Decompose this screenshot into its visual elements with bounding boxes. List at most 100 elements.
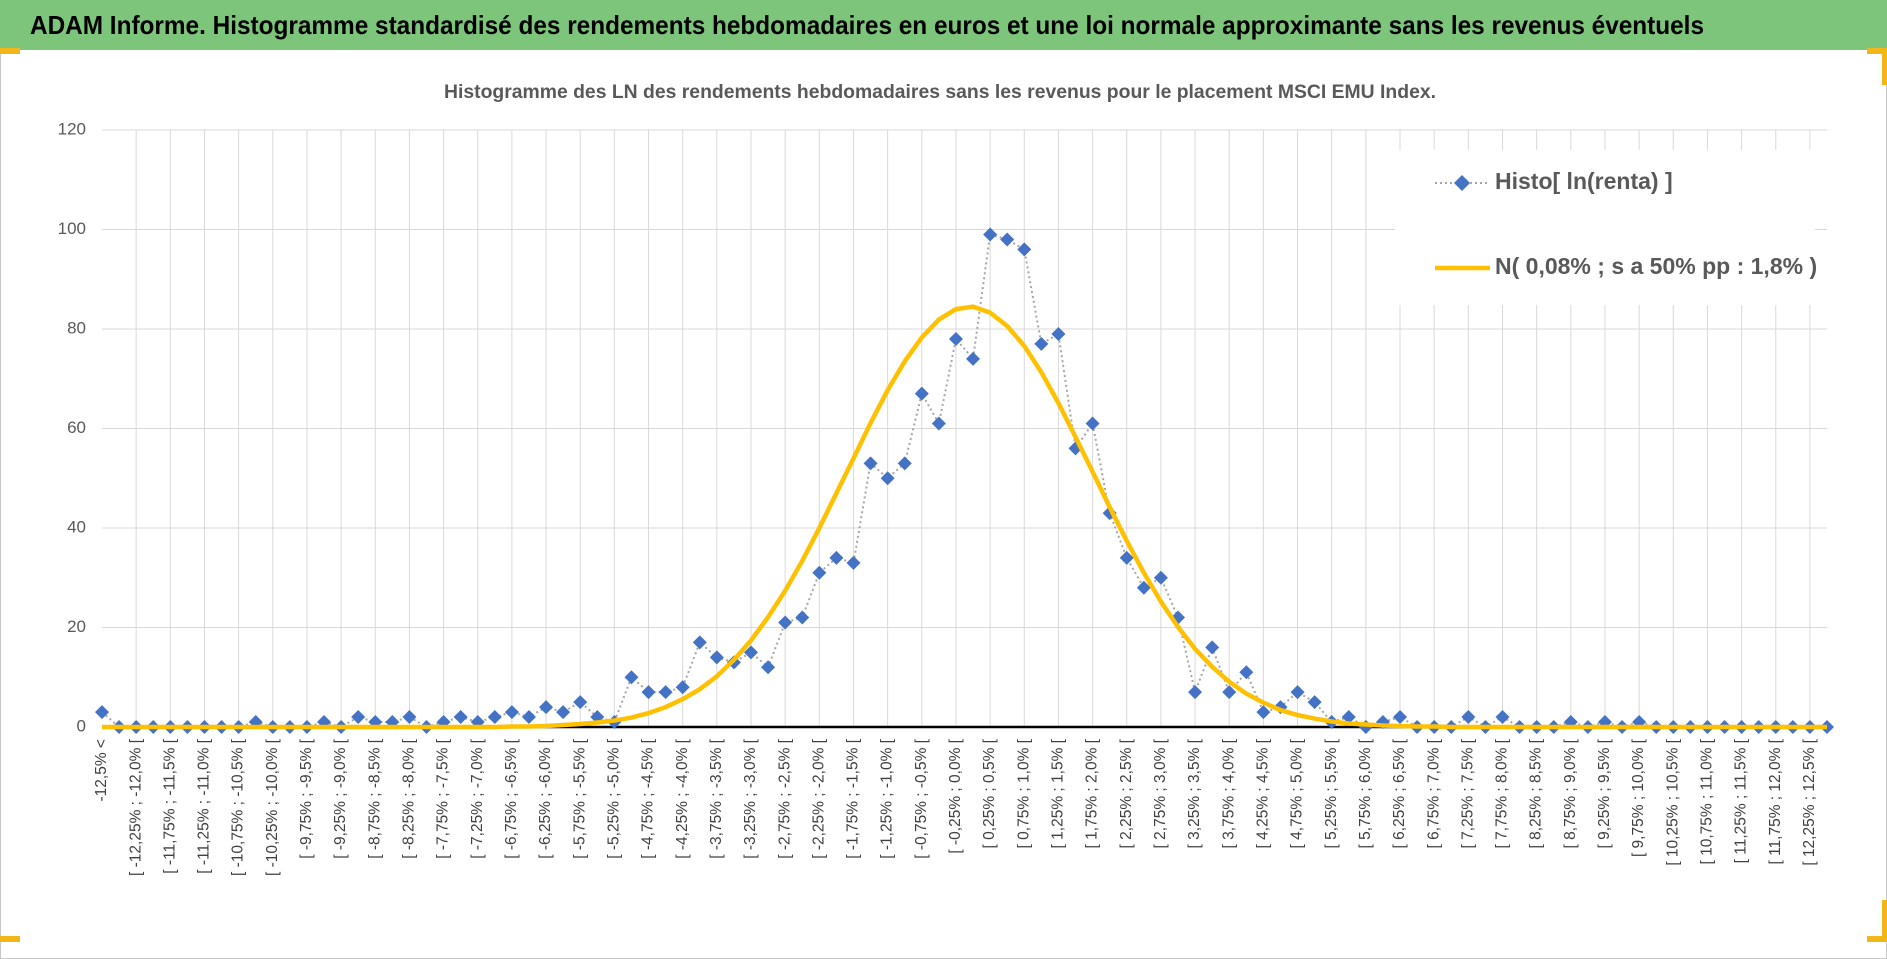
data-point <box>931 416 946 431</box>
data-point <box>1085 416 1100 431</box>
x-tick-label: [ -8,25% ; -8,0% [ <box>401 738 418 858</box>
x-tick-label: [ -7,25% ; -7,0% [ <box>469 738 486 858</box>
header-title: ADAM Informe. Histogramme standardisé de… <box>30 10 1704 40</box>
data-point <box>641 685 656 700</box>
x-tick-label: [ -11,75% ; -11,5% [ <box>161 738 178 873</box>
x-tick-label: [ 4,25% ; 4,5% [ <box>1254 738 1271 848</box>
x-tick-label: [ -6,25% ; -6,0% [ <box>537 738 554 858</box>
x-tick-label: [ -6,75% ; -6,5% [ <box>503 738 520 858</box>
data-point <box>1222 685 1237 700</box>
corner <box>1882 900 1887 940</box>
x-tick-label: [ 5,25% ; 5,5% [ <box>1323 738 1340 848</box>
data-point <box>573 695 588 710</box>
x-tick-label: [ -10,75% ; -10,5% [ <box>230 738 247 876</box>
x-tick-label: [ 7,25% ; 7,5% [ <box>1459 738 1476 848</box>
data-point <box>1119 550 1134 565</box>
x-tick-label: [ -1,25% ; -1,0% [ <box>879 738 896 858</box>
x-tick-label: [ 6,25% ; 6,5% [ <box>1391 738 1408 848</box>
x-tick-label: [ 8,25% ; 8,5% [ <box>1528 738 1545 848</box>
chart-title: Histogramme des LN des rendements hebdom… <box>444 82 1436 103</box>
data-point <box>795 610 810 625</box>
x-tick-label: [ -5,75% ; -5,5% [ <box>571 738 588 858</box>
data-point <box>521 710 536 725</box>
data-point <box>778 615 793 630</box>
corner <box>0 48 20 54</box>
data-point <box>1017 242 1032 257</box>
data-point <box>692 635 707 650</box>
data-point <box>556 705 571 720</box>
data-point <box>453 710 468 725</box>
x-tick-label: [ -0,25% ; 0,0% [ <box>947 738 964 853</box>
data-point <box>95 705 109 720</box>
y-tick-label: 20 <box>67 617 86 636</box>
x-tick-label: [ 7,75% ; 8,0% [ <box>1494 738 1511 848</box>
x-tick-label: [ -4,75% ; -4,5% [ <box>640 738 657 858</box>
corner <box>0 936 20 942</box>
data-point <box>1307 695 1322 710</box>
data-point <box>1188 685 1203 700</box>
data-point <box>1000 232 1015 247</box>
data-point <box>658 685 673 700</box>
data-point <box>812 565 827 580</box>
x-tick-label: [ 1,25% ; 1,5% [ <box>1050 738 1067 848</box>
data-point <box>709 650 724 665</box>
x-tick-label: [ -4,25% ; -4,0% [ <box>674 738 691 858</box>
legend-label: Histo[ ln(renta) ] <box>1495 168 1673 194</box>
header-bar <box>0 0 1887 50</box>
data-point <box>487 710 502 725</box>
y-tick-label: 120 <box>58 119 86 138</box>
data-point <box>1153 570 1168 585</box>
data-point <box>1393 710 1408 725</box>
x-tick-label: [ 12,25% ; 12,5% [ <box>1801 738 1818 865</box>
x-tick-label: [ 11,25% ; 11,5% [ <box>1733 738 1750 863</box>
x-tick-label: [ 1,75% ; 2,0% [ <box>1084 738 1101 848</box>
x-tick-label: [ 2,75% ; 3,0% [ <box>1152 738 1169 848</box>
x-tick-label: [ -2,75% ; -2,5% [ <box>776 738 793 858</box>
data-point <box>1239 665 1254 680</box>
x-tick-label: [ 8,75% ; 9,0% [ <box>1562 738 1579 848</box>
x-tick-label: [ 9,25% ; 9,5% [ <box>1596 738 1613 848</box>
x-tick-label: [ 0,75% ; 1,0% [ <box>1015 738 1032 848</box>
data-point <box>1205 640 1220 655</box>
data-point <box>983 227 998 242</box>
x-tick-label: -12,5% < <box>93 739 110 801</box>
data-point <box>402 710 417 725</box>
x-tick-label: [ 2,25% ; 2,5% [ <box>1118 738 1135 848</box>
legend-box <box>1395 150 1815 305</box>
x-tick-label: [ -10,25% ; -10,0% [ <box>264 738 281 876</box>
data-point <box>1290 685 1305 700</box>
data-point <box>829 550 844 565</box>
data-point <box>504 705 519 720</box>
corner <box>1867 48 1887 54</box>
y-tick-label: 40 <box>67 517 86 536</box>
data-point <box>744 645 759 660</box>
x-tick-label: [ -8,75% ; -8,5% [ <box>366 738 383 858</box>
x-tick-label: [ 4,75% ; 5,0% [ <box>1289 738 1306 848</box>
data-point <box>1136 580 1151 595</box>
x-tick-label: [ -11,25% ; -11,0% [ <box>196 738 213 873</box>
data-point <box>846 555 861 570</box>
data-point <box>880 471 895 486</box>
data-point <box>351 710 366 725</box>
data-point <box>914 386 929 401</box>
data-point <box>539 700 554 715</box>
x-tick-label: [ -12,25% ; -12,0% [ <box>127 738 144 876</box>
data-point <box>1461 710 1476 725</box>
y-tick-label: 0 <box>77 716 86 735</box>
x-tick-label: [ 6,75% ; 7,0% [ <box>1425 738 1442 848</box>
data-point <box>675 680 690 695</box>
x-tick-label: [ -7,75% ; -7,5% [ <box>435 738 452 858</box>
x-tick-label: [ 3,75% ; 4,0% [ <box>1220 738 1237 848</box>
y-tick-label: 100 <box>58 219 86 238</box>
series-line <box>102 304 1827 730</box>
data-point <box>966 351 981 366</box>
data-point <box>624 670 639 685</box>
x-tick-label: [ -0,75% ; -0,5% [ <box>913 738 930 858</box>
data-point <box>863 456 878 471</box>
x-tick-label: [ -3,75% ; -3,5% [ <box>708 738 725 858</box>
data-point <box>761 660 776 675</box>
x-tick-label: [ -2,25% ; -2,0% [ <box>810 738 827 858</box>
corner <box>1867 936 1887 942</box>
